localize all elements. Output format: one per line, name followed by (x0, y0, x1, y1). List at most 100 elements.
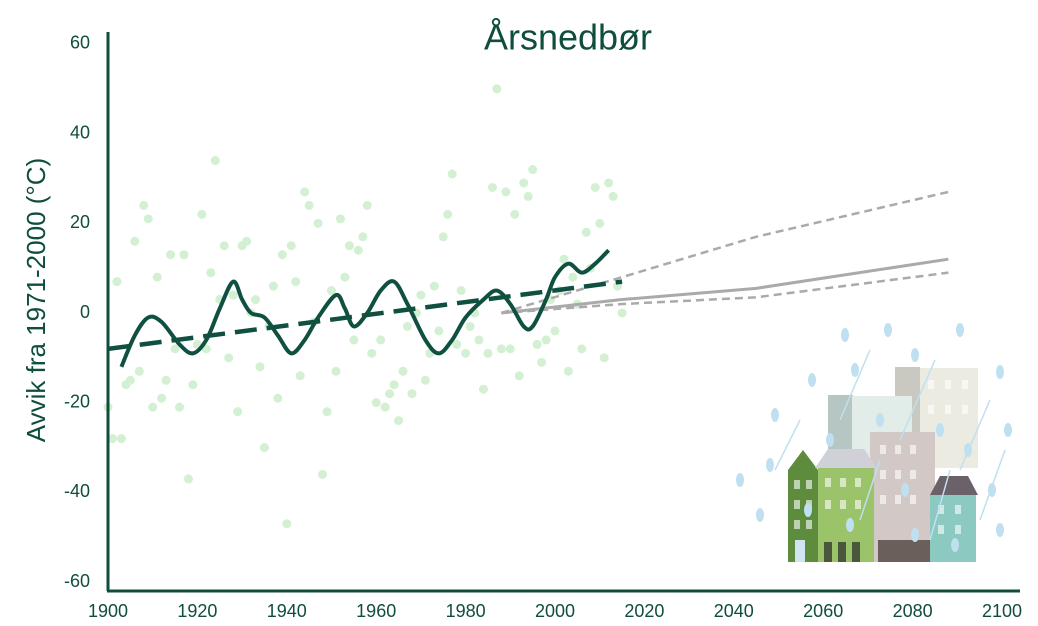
scatter-point (447, 169, 457, 179)
scatter-point (452, 339, 462, 349)
scatter-point (107, 434, 117, 444)
scatter-point (385, 389, 395, 399)
y-tick-label: 20 (70, 212, 90, 232)
scatter-point (179, 250, 189, 260)
scatter-point (568, 272, 578, 282)
scatter-point (344, 241, 354, 251)
scatter-point (590, 182, 600, 192)
scatter-point (541, 335, 551, 345)
y-tick-label: -60 (64, 571, 90, 591)
scatter-point (188, 380, 198, 390)
scatter-point (273, 393, 283, 403)
scatter-point (170, 344, 180, 354)
scatter-point (537, 357, 547, 367)
scatter-point (429, 281, 439, 291)
scatter-point (367, 348, 377, 358)
scatter-point (134, 366, 144, 376)
scatter-point (125, 375, 135, 385)
x-tick-label: 1960 (356, 601, 396, 621)
scatter-point (157, 393, 167, 403)
scatter-point (478, 384, 488, 394)
scatter-point (358, 232, 368, 242)
scatter-point (112, 277, 122, 287)
y-tick-label: 0 (80, 302, 90, 322)
scatter-point (300, 187, 310, 197)
scatter-point (318, 469, 328, 479)
scatter-point (474, 335, 484, 345)
scatter-point (608, 191, 618, 201)
scatter-point (438, 232, 448, 242)
scatter-point (175, 402, 185, 412)
scatter-point (376, 335, 386, 345)
scatter-point (259, 443, 269, 453)
scatter-point (349, 335, 359, 345)
y-tick-label: -40 (64, 481, 90, 501)
y-tick-label: -20 (64, 391, 90, 411)
x-tick-label: 1940 (267, 601, 307, 621)
x-tick-label: 2100 (982, 601, 1022, 621)
scatter-point (322, 407, 332, 417)
scatter-point (483, 348, 493, 358)
scatter-point (519, 178, 529, 188)
scatter-point (505, 344, 515, 354)
scatter-point (335, 214, 345, 224)
illustration (736, 323, 1012, 562)
scatter-point (295, 371, 305, 381)
scatter-point (465, 321, 475, 331)
scatter-point (492, 84, 502, 94)
x-tick-label: 2080 (893, 601, 933, 621)
projection-line (501, 257, 949, 315)
scatter-point (510, 209, 520, 219)
chart-title: Årsnedbør (484, 17, 652, 58)
scatter-point (550, 326, 560, 336)
scatter-point (331, 366, 341, 376)
scatter-point (143, 214, 153, 224)
scatter-point (206, 268, 216, 278)
scatter-point (577, 344, 587, 354)
scatter-point (313, 218, 323, 228)
scatter-point (327, 286, 336, 296)
scatter-point (487, 182, 497, 192)
scatter-point (224, 353, 234, 363)
projection-dashed-line (501, 271, 949, 315)
scatter-point (130, 236, 140, 246)
scatter-point (394, 416, 404, 426)
scatter-point (371, 398, 381, 408)
x-tick-label: 1920 (177, 601, 217, 621)
scatter-point (255, 362, 265, 372)
scatter-point (420, 375, 430, 385)
scatter-point (416, 290, 426, 300)
scatter-point (362, 200, 372, 210)
scatter-point (563, 366, 573, 376)
scatter-point (389, 380, 399, 390)
x-tick-label: 2000 (535, 601, 575, 621)
scatter-point (501, 187, 511, 197)
y-axis-label: Avvik fra 1971-2000 (°C) (21, 158, 51, 443)
scatter-point (528, 165, 538, 175)
scatter-point (617, 308, 627, 318)
scatter-point (434, 326, 444, 336)
scatter-point (407, 389, 417, 399)
scatter-point (604, 178, 614, 188)
x-tick-label: 2060 (803, 601, 843, 621)
scatter-point (581, 227, 591, 237)
smooth-line (119, 248, 611, 368)
scatter-point (228, 290, 238, 300)
scatter-point (148, 402, 158, 412)
scatter-point (210, 156, 220, 166)
scatter-point (291, 277, 301, 287)
projection-dashed-line (501, 190, 949, 315)
scatter-point (152, 272, 162, 282)
scatter-point (599, 353, 609, 363)
scatter-point (166, 250, 176, 260)
scatter-point (443, 209, 453, 219)
scatter-point (286, 241, 296, 251)
scatter-point (139, 200, 149, 210)
scatter-point (514, 371, 524, 381)
scatter-point (402, 321, 412, 331)
scatter-point (282, 519, 292, 529)
scatter-point (304, 200, 314, 210)
x-tick-label: 1980 (446, 601, 486, 621)
x-tick-label: 2040 (714, 601, 754, 621)
